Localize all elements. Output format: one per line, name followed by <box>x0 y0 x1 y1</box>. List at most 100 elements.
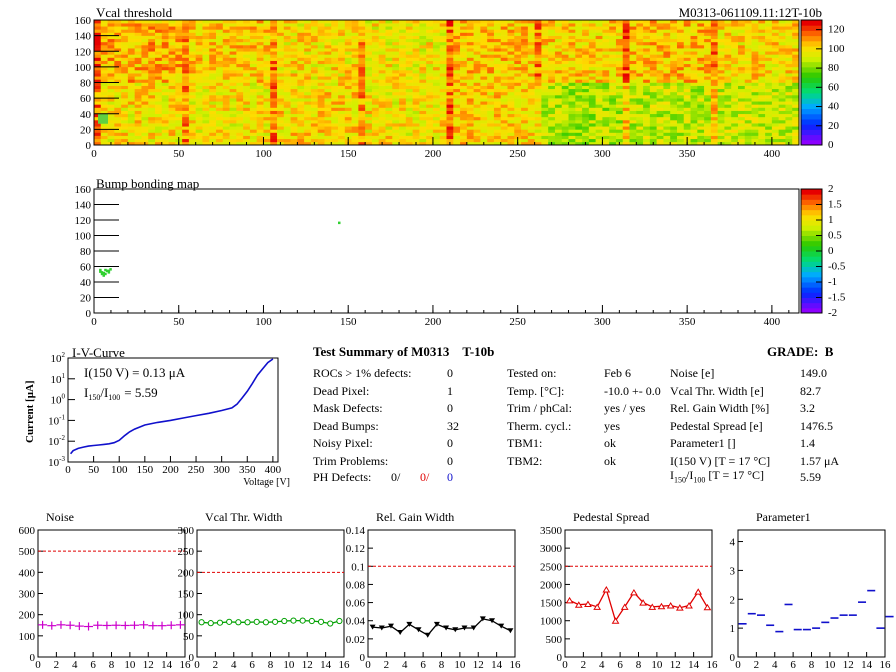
vcal-cell <box>582 63 590 68</box>
vcal-cell <box>202 135 210 140</box>
vcal-cell <box>521 48 529 52</box>
vcal-cell <box>507 101 515 105</box>
vcal-cell <box>399 38 407 43</box>
vcal-cell <box>310 88 318 93</box>
vcal-cell <box>385 79 393 83</box>
vcal-cell <box>405 41 413 46</box>
vcal-cell <box>717 35 725 40</box>
vcal-cell <box>216 66 224 71</box>
vcal-cell <box>690 48 698 52</box>
vcal-cell <box>338 35 346 40</box>
vcal-cell <box>297 107 305 111</box>
vcal-cell <box>216 76 224 80</box>
vcal-cell <box>412 88 420 93</box>
vcal-cell <box>541 51 549 55</box>
vcal-cell <box>432 60 441 65</box>
vcal-cell <box>737 88 746 93</box>
vcal-cell <box>371 88 380 93</box>
vcal-cell <box>778 48 786 52</box>
vcal-cell <box>602 123 610 127</box>
vcal-cell <box>676 45 685 49</box>
vcal-cell <box>317 35 325 40</box>
vcal-cell <box>582 79 590 83</box>
vcal-cell <box>236 48 244 52</box>
vcal-cell <box>487 135 495 140</box>
vcal-cell <box>114 45 122 49</box>
vcal-cell <box>792 138 800 143</box>
vcal-cell <box>297 85 305 90</box>
vcal-cell <box>236 107 244 111</box>
vcal-cell <box>507 135 515 140</box>
vcal-cell <box>243 101 251 105</box>
vcal-cell <box>649 91 657 96</box>
y-tick-label: 160 <box>75 15 92 27</box>
vcal-cell <box>744 32 752 36</box>
vcal-cell <box>114 85 122 90</box>
vcal-cell <box>473 76 481 80</box>
vcal-cell <box>765 66 773 71</box>
vcal-cell <box>737 60 746 65</box>
vcal-cell <box>371 116 380 121</box>
vcal-cell <box>392 48 400 52</box>
vcal-cell <box>615 120 624 124</box>
vcal-cell <box>195 45 203 49</box>
vcal-cell <box>636 23 644 27</box>
vcal-cell <box>527 70 535 74</box>
vcal-cell <box>412 45 420 49</box>
vcal-cell <box>792 98 800 102</box>
vcal-cell <box>561 48 569 52</box>
vcal-cell <box>466 23 474 27</box>
vcal-cell <box>724 41 732 46</box>
bump-defect-point <box>107 269 111 273</box>
vcal-cell <box>507 51 515 55</box>
vcal-cell <box>392 116 400 121</box>
vcal-cell <box>351 138 359 143</box>
vcal-cell <box>480 138 488 143</box>
vcal-cell <box>609 32 617 36</box>
vcal-cell <box>107 98 115 102</box>
panel-y-tick-label: 100 <box>19 631 36 643</box>
vcal-cell <box>148 79 156 83</box>
vcal-cell <box>304 38 312 43</box>
vcal-cell <box>188 120 196 124</box>
vcal-cell <box>304 48 312 52</box>
vcal-cell <box>446 23 454 27</box>
vcal-cell <box>534 35 542 40</box>
vcal-cell <box>595 51 603 55</box>
vcal-cell <box>270 135 278 140</box>
vcal-cell <box>290 70 298 74</box>
vcal-cell <box>731 70 739 74</box>
vcal-cell <box>663 45 671 49</box>
vcal-cell <box>676 60 685 65</box>
vcal-cell <box>365 66 373 71</box>
vcal-cell <box>697 66 705 71</box>
vcal-cell <box>453 32 461 36</box>
vcal-cell <box>663 101 671 105</box>
vcal-cell <box>487 48 495 52</box>
vcal-cell <box>100 88 108 93</box>
vcal-cell <box>188 82 196 86</box>
vcal-cell <box>277 132 285 136</box>
vcal-cell <box>622 113 630 118</box>
vcal-cell <box>304 63 312 68</box>
vcal-cell <box>710 104 718 108</box>
vcal-cell <box>649 88 657 93</box>
vcal-cell <box>765 51 773 55</box>
vcal-cell <box>365 95 373 99</box>
vcal-cell <box>758 132 766 136</box>
vcal-cell <box>643 138 651 143</box>
vcal-cell <box>182 57 190 61</box>
vcal-cell <box>643 38 651 43</box>
x-tick-label: 300 <box>594 316 611 328</box>
vcal-cell <box>792 113 800 118</box>
vcal-cell <box>595 54 603 58</box>
vcal-cell <box>148 126 156 130</box>
panel-y-tick-label: 0 <box>189 652 195 664</box>
vcal-cell <box>405 66 413 71</box>
vcal-cell <box>412 129 420 133</box>
panel-point-gain <box>470 625 477 631</box>
vcal-cell <box>493 63 502 68</box>
vcal-cell <box>710 79 718 83</box>
vcal-cell <box>270 54 278 58</box>
vcal-cell <box>222 26 230 30</box>
